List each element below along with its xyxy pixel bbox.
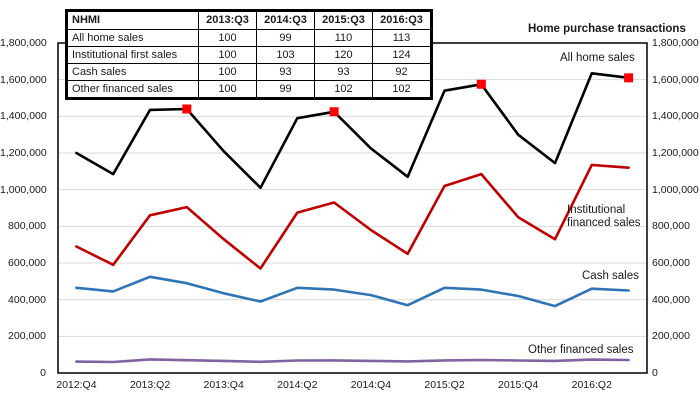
q3-marker — [329, 107, 339, 117]
x-axis-label: 2015:Q4 — [498, 379, 539, 391]
y-axis-label-left: 600,000 — [8, 257, 46, 269]
index-table-value-cell: 124 — [372, 46, 432, 64]
y-axis-label-right: 1,000,000 — [652, 183, 699, 196]
series-label-all-home-sales: All home sales — [560, 52, 635, 64]
index-table-value-cell: 99 — [256, 80, 315, 99]
index-table-value-cell: 100 — [198, 29, 257, 47]
y-axis-label-right: 1,600,000 — [652, 73, 699, 86]
index-table-row-label: All home sales — [66, 29, 199, 47]
series-line-cash — [75, 275, 630, 308]
x-axis-label: 2016:Q2 — [571, 379, 612, 391]
index-table-value-cell: 99 — [256, 29, 315, 47]
x-axis-label: 2015:Q2 — [424, 379, 465, 391]
index-table-value-cell: 102 — [314, 80, 373, 99]
y-axis-label-left: 200,000 — [8, 330, 46, 343]
y-axis-label-left: 1,400,000 — [0, 110, 47, 123]
y-axis-label-right: 600,000 — [652, 257, 690, 269]
y-axis-label-right: 1,200,000 — [652, 147, 699, 159]
series-line-other — [75, 358, 630, 364]
index-table-row: All home sales 100 99 110 113 — [66, 29, 432, 47]
index-table-value-cell: 113 — [372, 29, 432, 47]
index-table-quarter-header: 2016:Q3 — [372, 10, 432, 30]
index-table-value-cell: 93 — [314, 63, 373, 81]
q3-marker — [476, 79, 486, 89]
index-table-value-cell: 100 — [198, 63, 257, 81]
series-line-institutional — [75, 163, 630, 270]
x-axis-label: 2014:Q4 — [350, 379, 392, 391]
index-table-header: NHMI 2013:Q3 2014:Q3 2015:Q3 2016:Q3 — [66, 10, 432, 30]
index-table-row: Other financed sales 100 99 102 102 — [66, 80, 432, 99]
index-table-value-cell: 92 — [372, 63, 432, 81]
y-axis-label-right: 400,000 — [652, 293, 690, 306]
series-label-other-financed-sales: Other financed sales — [528, 344, 634, 356]
index-table-header-row: NHMI 2013:Q3 2014:Q3 2015:Q3 2016:Q3 — [66, 10, 432, 30]
index-table-value-cell: 110 — [314, 29, 373, 47]
y-axis-label-right: 1,400,000 — [652, 110, 699, 123]
index-table-row: Institutional first sales 100 103 120 124 — [66, 46, 432, 64]
index-table: NHMI 2013:Q3 2014:Q3 2015:Q3 2016:Q3 All hom… — [65, 9, 433, 100]
y-axis-label-left: 1,600,000 — [0, 73, 47, 86]
index-table-value-cell: 100 — [198, 80, 257, 99]
x-axis-label: 2013:Q2 — [129, 379, 171, 391]
index-table-value-cell: 100 — [198, 46, 257, 64]
x-axis-label: 2014:Q2 — [277, 379, 318, 391]
q3-marker — [182, 104, 192, 114]
index-table-quarter-header: 2015:Q3 — [314, 10, 373, 30]
y-axis-label-left: 1,000,000 — [0, 183, 47, 196]
x-axis-label: 2013:Q4 — [203, 379, 244, 391]
index-table-body: All home sales 100 99 110 113 Institutional f… — [66, 29, 432, 99]
chart-title: Home purchase transactions — [528, 23, 686, 35]
index-table-row-label: Institutional first sales — [66, 46, 199, 64]
y-axis-label-left: 1,200,000 — [0, 147, 47, 159]
series-label-cash-sales: Cash sales — [582, 270, 639, 282]
index-table-row: Cash sales 100 93 93 92 — [66, 63, 432, 81]
index-table-quarter-header: 2013:Q3 — [198, 10, 257, 30]
y-axis-label-right: 200,000 — [652, 330, 690, 343]
index-table-quarter-header: 2014:Q3 — [256, 10, 315, 30]
index-table-value-cell: 93 — [256, 63, 315, 81]
series-label-institutional-financed-sales: Institutional financed sales — [567, 204, 641, 229]
index-table-corner-cell: NHMI — [66, 10, 199, 30]
q3-marker — [624, 73, 634, 83]
y-axis-label-right: 800,000 — [652, 220, 690, 233]
y-axis-label-left: 0 — [40, 367, 46, 379]
y-axis-label-right: 0 — [652, 367, 658, 379]
index-table-value-cell: 102 — [372, 80, 432, 99]
index-table-row-label: Other financed sales — [66, 80, 199, 99]
y-axis-label-right: 1,800,000 — [652, 37, 699, 49]
y-axis-label-left: 1,800,000 — [0, 37, 47, 49]
y-axis-label-left: 800,000 — [8, 220, 46, 233]
index-table-value-cell: 103 — [256, 46, 315, 64]
index-table-row-label: Cash sales — [66, 63, 199, 81]
x-axis-label: 2012:Q4 — [56, 379, 97, 391]
y-axis-label-left: 400,000 — [8, 293, 46, 306]
index-table-value-cell: 120 — [314, 46, 373, 64]
series-line-all-home — [75, 72, 630, 190]
